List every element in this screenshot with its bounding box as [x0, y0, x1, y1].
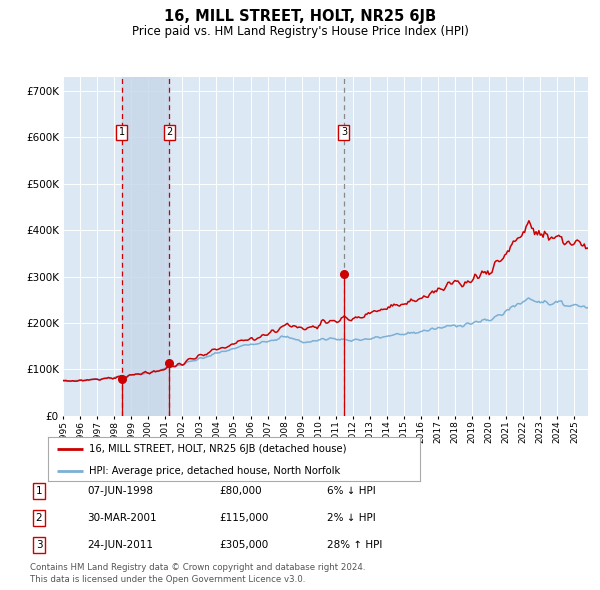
Text: Price paid vs. HM Land Registry's House Price Index (HPI): Price paid vs. HM Land Registry's House …	[131, 25, 469, 38]
Text: 16, MILL STREET, HOLT, NR25 6JB: 16, MILL STREET, HOLT, NR25 6JB	[164, 9, 436, 24]
Text: 2% ↓ HPI: 2% ↓ HPI	[327, 513, 376, 523]
Text: 6% ↓ HPI: 6% ↓ HPI	[327, 486, 376, 496]
Text: 16, MILL STREET, HOLT, NR25 6JB (detached house): 16, MILL STREET, HOLT, NR25 6JB (detache…	[89, 444, 346, 454]
Text: 3: 3	[341, 127, 347, 137]
Text: 24-JUN-2011: 24-JUN-2011	[87, 540, 153, 550]
Text: £115,000: £115,000	[219, 513, 268, 523]
Text: 07-JUN-1998: 07-JUN-1998	[87, 486, 153, 496]
Text: 28% ↑ HPI: 28% ↑ HPI	[327, 540, 382, 550]
Text: 30-MAR-2001: 30-MAR-2001	[87, 513, 157, 523]
Bar	[122, 77, 169, 416]
Text: This data is licensed under the Open Government Licence v3.0.: This data is licensed under the Open Gov…	[30, 575, 305, 584]
Text: 1: 1	[119, 127, 125, 137]
Text: 3: 3	[35, 540, 43, 550]
Text: HPI: Average price, detached house, North Norfolk: HPI: Average price, detached house, Nort…	[89, 466, 340, 476]
Text: Contains HM Land Registry data © Crown copyright and database right 2024.: Contains HM Land Registry data © Crown c…	[30, 563, 365, 572]
Text: 1: 1	[35, 486, 43, 496]
Text: £80,000: £80,000	[219, 486, 262, 496]
Text: £305,000: £305,000	[219, 540, 268, 550]
Text: 2: 2	[35, 513, 43, 523]
Text: 2: 2	[166, 127, 172, 137]
